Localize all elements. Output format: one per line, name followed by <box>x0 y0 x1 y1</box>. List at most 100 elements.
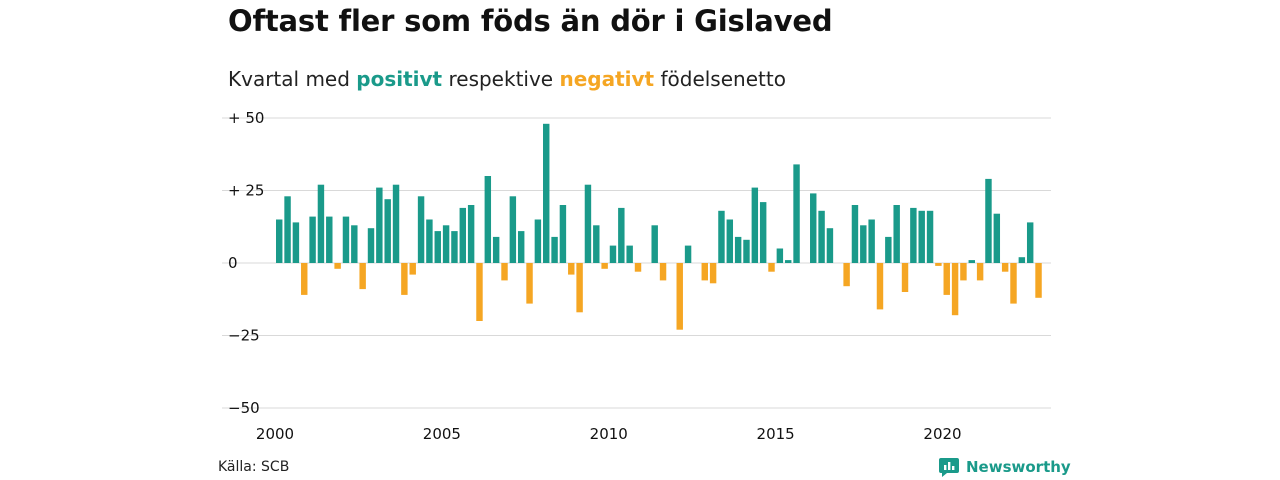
bar <box>726 219 734 263</box>
bar <box>1010 263 1017 304</box>
bar <box>926 210 934 263</box>
bar <box>342 216 350 263</box>
bar <box>876 263 884 310</box>
x-tick-label: 2005 <box>423 425 461 443</box>
bar <box>759 202 767 263</box>
subtitle-prefix: Kvartal med <box>228 67 357 91</box>
bar <box>501 263 508 281</box>
bar <box>868 219 875 263</box>
bar <box>467 205 475 263</box>
bar <box>910 207 917 263</box>
bar <box>960 263 967 281</box>
bar <box>901 263 909 292</box>
bar <box>359 263 366 290</box>
x-tick-label: 2010 <box>590 425 628 443</box>
bar <box>492 236 500 263</box>
bar <box>743 239 750 263</box>
bar <box>860 225 867 263</box>
bar <box>993 213 1001 263</box>
bar <box>1035 263 1042 298</box>
x-tick-label: 2000 <box>256 425 294 443</box>
bar <box>659 263 667 281</box>
bar <box>451 231 458 263</box>
bar <box>551 236 558 263</box>
bar <box>893 205 900 263</box>
bar <box>576 263 583 313</box>
bar <box>851 205 859 263</box>
bar <box>384 199 391 263</box>
bar <box>885 236 892 263</box>
chart-title: Oftast fler som föds än dör i Gislaved <box>228 4 833 38</box>
bar <box>935 263 942 266</box>
bar <box>459 207 467 263</box>
y-tick-label: −50 <box>228 399 260 417</box>
bar <box>276 219 283 263</box>
bar <box>367 228 375 263</box>
bar <box>593 225 600 263</box>
bar <box>434 231 441 263</box>
x-tick-label: 2015 <box>757 425 795 443</box>
bar <box>918 210 925 263</box>
brand-name: Newsworthy <box>966 458 1071 476</box>
bar <box>284 196 291 263</box>
x-tick-label: 2020 <box>923 425 961 443</box>
bar <box>559 205 567 263</box>
bar <box>292 222 300 263</box>
bar <box>401 263 408 295</box>
bar <box>1018 257 1026 263</box>
bar <box>326 216 333 263</box>
bar <box>534 219 542 263</box>
bar <box>334 263 341 269</box>
bar <box>426 219 433 263</box>
bar <box>968 260 975 263</box>
bar <box>1001 263 1009 272</box>
bar <box>684 245 692 263</box>
bar <box>417 196 425 263</box>
bar <box>751 187 759 263</box>
bar <box>301 263 308 295</box>
bar <box>351 225 358 263</box>
y-tick-label: −25 <box>228 327 260 345</box>
bar <box>826 228 834 263</box>
bar <box>843 263 850 287</box>
bar <box>985 178 992 263</box>
y-tick-label: + 25 <box>228 182 264 200</box>
bar <box>317 184 325 263</box>
bar <box>392 184 400 263</box>
bar <box>626 245 633 263</box>
bar <box>484 176 492 263</box>
y-tick-label: 0 <box>228 254 238 272</box>
bar <box>634 263 642 272</box>
bar <box>676 263 683 330</box>
bar <box>793 164 800 263</box>
subtitle-negative: negativt <box>559 67 655 91</box>
bar <box>584 184 592 263</box>
y-tick-label: + 50 <box>228 109 264 127</box>
bar <box>618 207 625 263</box>
bar <box>309 216 316 263</box>
bar <box>651 225 658 263</box>
bar <box>810 193 817 263</box>
bar <box>526 263 533 304</box>
brand-logo: Newsworthy <box>938 456 1071 478</box>
bar <box>609 245 617 263</box>
bar <box>1026 222 1034 263</box>
chart-speech-bubble-icon <box>939 458 959 477</box>
bar <box>517 231 525 263</box>
bar <box>442 225 450 263</box>
bar <box>409 263 416 275</box>
bar <box>818 210 825 263</box>
bar <box>951 263 959 316</box>
chart-subtitle: Kvartal med positivt respektive negativt… <box>228 67 786 91</box>
bar <box>776 248 784 263</box>
bar <box>943 263 950 295</box>
bar <box>509 196 517 263</box>
bar <box>976 263 984 281</box>
bar <box>476 263 483 321</box>
subtitle-mid: respektive <box>442 67 560 91</box>
subtitle-positive: positivt <box>356 67 443 91</box>
source-note: Källa: SCB <box>218 459 290 475</box>
bar <box>568 263 575 275</box>
bar <box>718 210 725 263</box>
